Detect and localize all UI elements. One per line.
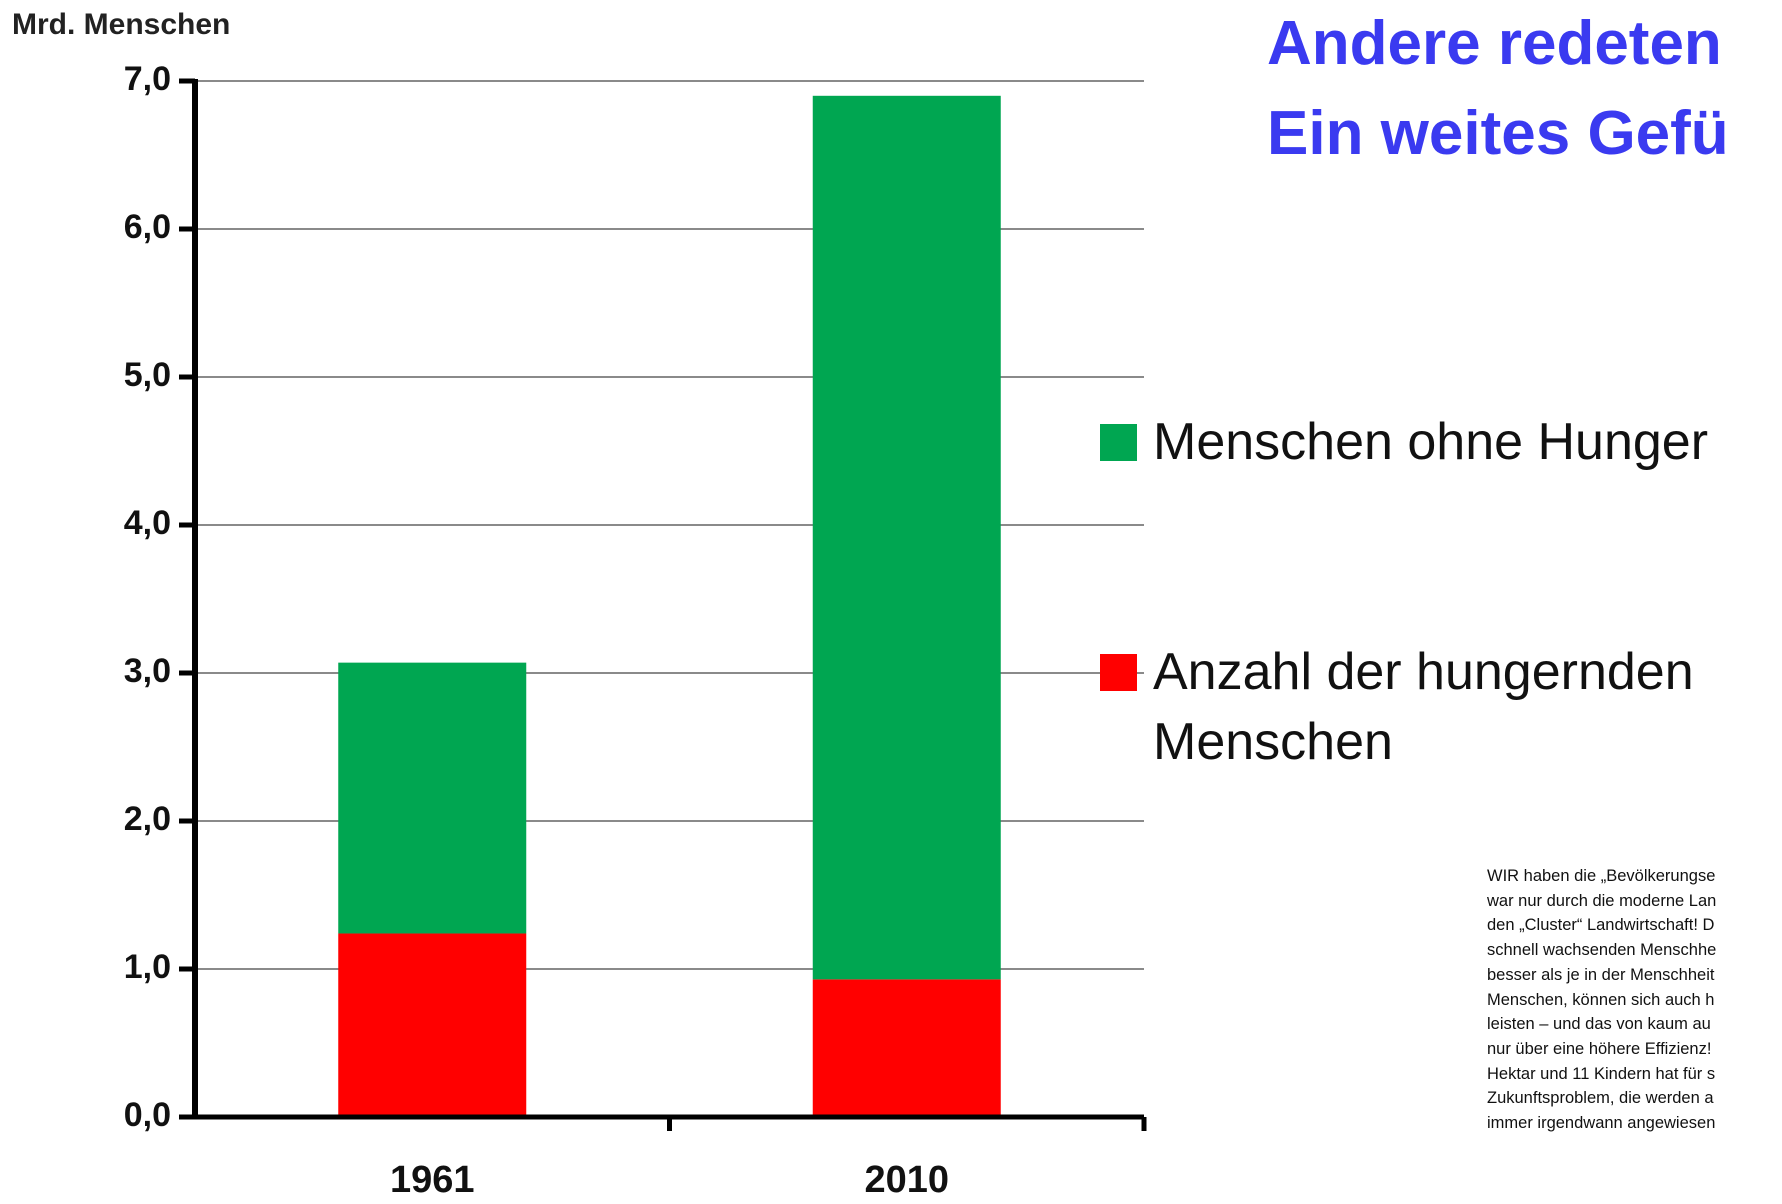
- annotation-line: leisten – und das von kaum au: [1487, 1015, 1711, 1034]
- y-tick-label: 1,0: [124, 948, 171, 986]
- annotation-line: immer irgendwann angewiesen: [1487, 1114, 1716, 1133]
- annotation-line: besser als je in der Menschheit: [1487, 965, 1715, 984]
- x-tick-label: 2010: [864, 1159, 949, 1201]
- legend-label: Anzahl der hungernden Menschen: [1153, 643, 1694, 771]
- y-tick-label: 6,0: [124, 208, 171, 246]
- annotation: WIR haben die „Bevölkerungse war nur durc…: [1487, 864, 1716, 1136]
- x-tick-label: 1961: [390, 1159, 475, 1201]
- y-tick-label: 0,0: [124, 1096, 171, 1134]
- legend-swatch: [1100, 654, 1137, 691]
- y-tick-label: 5,0: [124, 356, 171, 394]
- annotation-line: war nur durch die moderne Lan: [1487, 891, 1717, 910]
- y-tick-label: 2,0: [124, 800, 171, 838]
- bar-segment: [338, 662, 527, 934]
- annotation-line: Zukunftsproblem, die werden a: [1487, 1089, 1714, 1108]
- y-axis-label: Mrd. Menschen: [12, 8, 230, 41]
- annotation-line: schnell wachsenden Menschhe: [1487, 941, 1717, 960]
- annotation-line: Hektar und 11 Kindern hat für s: [1487, 1064, 1716, 1083]
- annotation-line: den „Cluster“ Landwirtschaft! D: [1487, 916, 1715, 935]
- y-tick-label: 3,0: [124, 652, 171, 690]
- legend-label: Menschen ohne Hunger: [1153, 413, 1709, 471]
- legend-swatch: [1100, 424, 1137, 461]
- y-tick-label: 7,0: [124, 60, 171, 98]
- y-tick-label: 4,0: [124, 504, 171, 542]
- title-line: Andere redeten: [1267, 9, 1722, 78]
- annotation-line: Menschen, können sich auch h: [1487, 990, 1715, 1009]
- bar-segment: [338, 933, 527, 1117]
- title-line: Ein weites Gefü: [1267, 99, 1729, 168]
- bar-segment: [812, 979, 1001, 1117]
- legend-item: Menschen ohne Hunger: [1100, 407, 1760, 477]
- bar-segment: [812, 95, 1001, 980]
- legend-item: Anzahl der hungernden Menschen: [1100, 637, 1760, 777]
- annotation-line: nur über eine höhere Effizienz!: [1487, 1039, 1712, 1058]
- annotation-line: WIR haben die „Bevölkerungse: [1487, 867, 1716, 885]
